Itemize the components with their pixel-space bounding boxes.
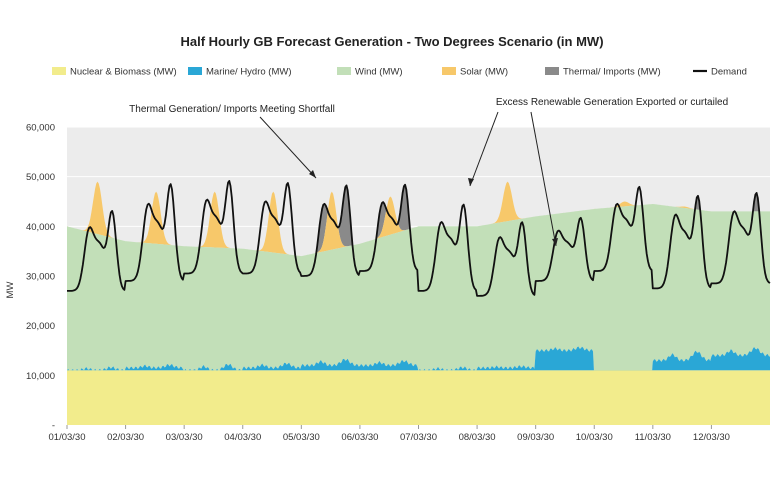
y-tick-label: 50,000	[26, 172, 55, 183]
y-tick-label: 30,000	[26, 272, 55, 283]
annotation-excess-arrowhead-right	[552, 238, 558, 246]
legend-swatch-1	[188, 67, 202, 75]
x-tick-label: 06/03/30	[341, 432, 378, 443]
annotation-thermal-arrowhead	[309, 170, 316, 178]
x-tick-label: 05/03/30	[283, 432, 320, 443]
legend: Nuclear & Biomass (MW) Marine/ Hydro (MW)…	[52, 67, 747, 78]
x-tick-label: 01/03/30	[49, 432, 86, 443]
annotation-excess: Excess Renewable Generation Exported or …	[496, 97, 728, 108]
legend-label-2: Wind (MW)	[355, 67, 403, 78]
y-axis-label: MW	[5, 282, 16, 299]
annotations: Thermal Generation/ Imports Meeting Shor…	[129, 97, 728, 247]
annotation-excess-arrow-right	[530, 111, 557, 247]
x-tick-label: 11/03/30	[635, 432, 671, 443]
y-tick-label: 10,000	[26, 371, 55, 382]
y-tick-label: 20,000	[26, 321, 55, 332]
y-axis-ticks: - 10,000 20,000 30,000 40,000 50,000 60,000	[26, 123, 55, 432]
chart-title: Half Hourly GB Forecast Generation - Two…	[180, 34, 603, 49]
y-tick-label: 40,000	[26, 222, 55, 233]
x-tick-label: 04/03/30	[224, 432, 261, 443]
legend-swatch-2	[337, 67, 351, 75]
legend-label-0: Nuclear & Biomass (MW)	[70, 67, 177, 78]
annotation-excess-arrow-left	[469, 111, 499, 187]
x-tick-label: 10/03/30	[576, 432, 613, 443]
legend-label-1: Marine/ Hydro (MW)	[206, 67, 292, 78]
legend-label-3: Solar (MW)	[460, 67, 508, 78]
legend-swatch-3	[442, 67, 456, 75]
legend-label-5: Demand	[711, 67, 747, 78]
annotation-thermal: Thermal Generation/ Imports Meeting Shor…	[129, 104, 335, 115]
legend-label-4: Thermal/ Imports (MW)	[563, 67, 661, 78]
legend-swatch-4	[545, 67, 559, 75]
annotation-excess-arrowhead-left	[468, 178, 474, 186]
demand-line	[66, 180, 771, 297]
demand-series	[66, 180, 771, 297]
nuclear-biomass-area	[67, 370, 770, 425]
y-tick-label: -	[52, 421, 55, 432]
marine-hydro-area	[67, 346, 770, 378]
x-axis-ticks: 01/03/30 02/03/30 03/03/30 04/03/30 05/03/30…	[49, 425, 730, 443]
legend-swatch-0	[52, 67, 66, 75]
x-tick-label: 09/03/30	[517, 432, 554, 443]
x-tick-label: 03/03/30	[166, 432, 203, 443]
annotation-thermal-arrow	[259, 116, 317, 179]
x-tick-label: 07/03/30	[400, 432, 437, 443]
y-tick-label: 60,000	[26, 123, 55, 134]
x-tick-label: 02/03/30	[107, 432, 144, 443]
x-tick-label: 08/03/30	[459, 432, 496, 443]
x-tick-label: 12/03/30	[693, 432, 730, 443]
